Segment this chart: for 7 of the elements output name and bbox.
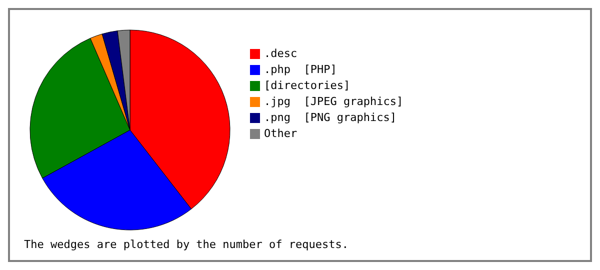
legend-label: .jpg [JPEG graphics]	[264, 95, 404, 108]
legend-label: .desc	[264, 47, 298, 60]
legend-label: .php [PHP]	[264, 63, 337, 76]
legend-label: .png [PNG graphics]	[264, 111, 396, 124]
legend-label: Other	[264, 127, 298, 140]
legend-label: [directories]	[264, 79, 350, 92]
text: The wedges are plotted by the number of requests.	[24, 238, 349, 251]
